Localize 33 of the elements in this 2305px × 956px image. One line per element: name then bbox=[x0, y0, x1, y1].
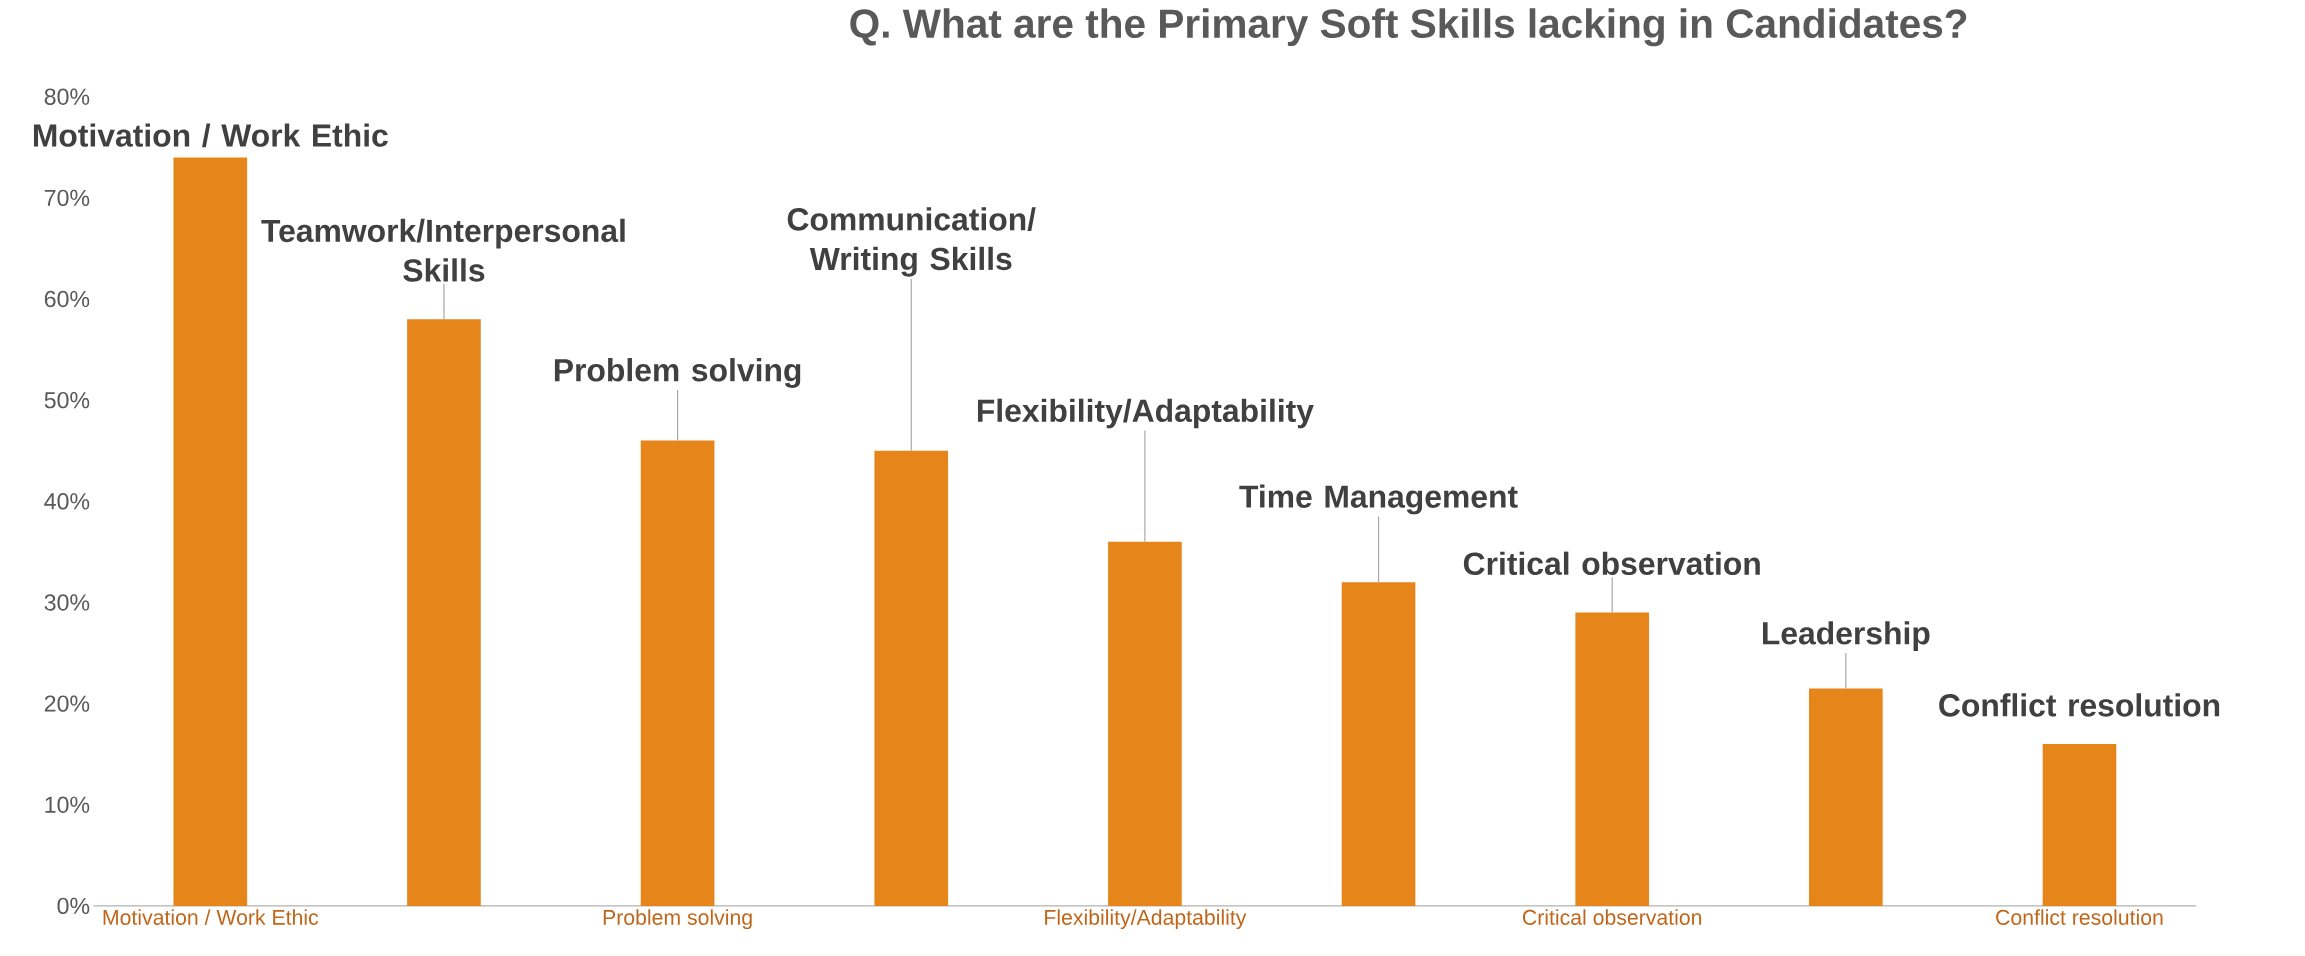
x-tick-label: Critical observation bbox=[1522, 909, 1702, 925]
bar bbox=[2042, 743, 2117, 906]
annotation: Conflict resolution bbox=[1939, 693, 2220, 717]
y-tick-label: 50% bbox=[44, 391, 90, 409]
bar bbox=[1809, 688, 1883, 906]
annotation: Critical observation bbox=[1463, 551, 1760, 575]
y-tick-label: 70% bbox=[44, 189, 90, 206]
x-tick-label: Motivation / Work Ethic bbox=[103, 909, 319, 925]
bar bbox=[173, 157, 248, 906]
annotation: Motivation / Work Ethic bbox=[33, 123, 388, 147]
bar bbox=[1341, 581, 1416, 906]
annotation: Leadership bbox=[1762, 620, 1930, 651]
chart-title: Q. What are the Primary Soft Skills lacking in Candidates? bbox=[850, 8, 1967, 46]
y-tick-label: 10% bbox=[45, 796, 90, 813]
bar bbox=[407, 319, 481, 906]
y-tick-label: 20% bbox=[44, 695, 90, 712]
annotation: Flexibility/Adaptability bbox=[977, 398, 1314, 429]
y-tick-label: 0% bbox=[57, 897, 90, 914]
y-tick-label: 60% bbox=[44, 290, 90, 307]
bar bbox=[640, 440, 715, 906]
x-tick-label: Flexibility/Adaptability bbox=[1045, 909, 1247, 929]
x-tick-label: Conflict resolution bbox=[1996, 909, 2163, 925]
y-tick-label: 30% bbox=[44, 594, 90, 611]
annotation: Time Management bbox=[1239, 484, 1518, 515]
bar bbox=[874, 450, 949, 906]
x-tick-label: Problem solving bbox=[603, 909, 752, 929]
bar bbox=[1108, 541, 1182, 906]
annotation: Communication/ Writing Skills bbox=[787, 206, 1036, 277]
y-tick-label: 80% bbox=[44, 88, 90, 105]
bar bbox=[1575, 612, 1650, 906]
annotation: Problem solving bbox=[554, 357, 801, 388]
y-tick-label: 40% bbox=[44, 492, 90, 510]
annotation: Teamwork/Interpersonal Skills bbox=[261, 218, 625, 282]
